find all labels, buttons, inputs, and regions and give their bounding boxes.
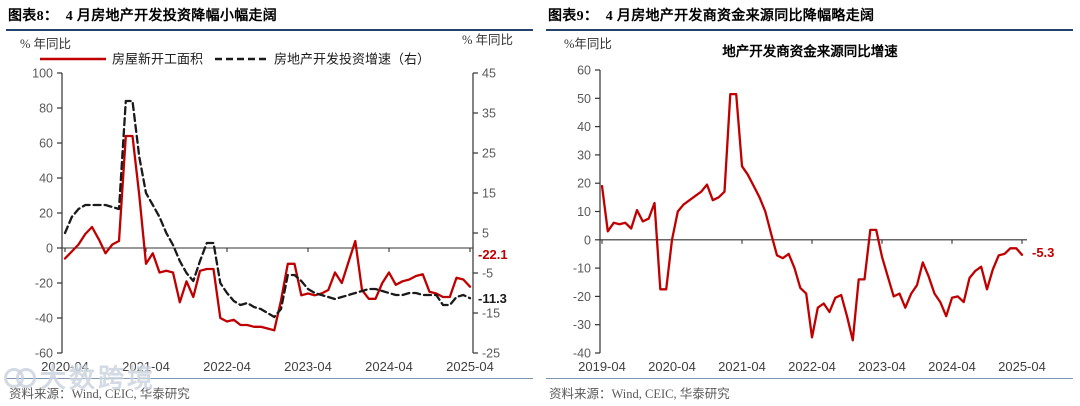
left-y-tick-label: -60 (35, 347, 53, 361)
x-tick-label: 2025-04 (446, 359, 494, 374)
left-y-tick-label: 10 (577, 205, 591, 219)
figure-8-title-rule (6, 29, 533, 31)
data-label-housing-starts-line: -22.1 (478, 247, 508, 262)
legend-label-housing-starts-line: 房屋新开工面积 (112, 52, 203, 67)
x-tick-label: 2023-04 (284, 359, 332, 374)
x-tick-label: 2021-04 (718, 359, 766, 374)
data-label-funding-sources-line: -5.3 (1032, 245, 1054, 260)
right-y-tick-label: -5 (482, 267, 493, 281)
figure-9-title-rule (546, 29, 1073, 31)
left-y-tick-label: -20 (573, 290, 591, 304)
left-y-tick-label: 80 (39, 102, 53, 116)
right-y-tick-label: -25 (482, 347, 500, 361)
right-y-tick-label: 5 (482, 227, 489, 241)
left-y-tick-label: 40 (577, 120, 591, 134)
left-y-tick-label: 20 (577, 177, 591, 191)
data-label-dev-investment-line: -11.3 (478, 291, 507, 306)
left-y-tick-label: 60 (39, 137, 53, 151)
left-y-tick-label: 60 (577, 64, 591, 78)
left-y-tick-label: -20 (35, 277, 53, 291)
right-y-tick-label: 45 (482, 67, 496, 81)
x-tick-label: 2022-04 (788, 359, 836, 374)
left-y-tick-label: 20 (39, 207, 53, 221)
figure-9-title: 图表9： 4 月房地产开发商资金来源同比降幅略走阔 (548, 9, 875, 24)
left-y-tick-label: -40 (573, 347, 591, 361)
x-tick-label: 2025-04 (998, 359, 1046, 374)
left-y-tick-label: 50 (577, 92, 591, 106)
left-y-tick-label: -30 (573, 318, 591, 332)
x-tick-label: 2022-04 (203, 359, 251, 374)
x-tick-label: 2023-04 (858, 359, 906, 374)
x-tick-label: 2019-04 (578, 359, 626, 374)
left-axis-unit-label: %年同比 (564, 37, 612, 51)
left-y-tick-label: 0 (46, 242, 53, 256)
left-axis-unit-label: % 年同比 (20, 37, 71, 51)
figure-8-title: 图表8： 4 月房地产开发投资降幅小幅走阔 (8, 9, 278, 24)
right-y-tick-label: 35 (482, 107, 496, 121)
right-y-tick-label: -15 (482, 307, 500, 321)
left-y-tick-label: 100 (32, 67, 53, 81)
figure-9-source: 资料来源：Wind, CEIC, 华泰研究 (549, 387, 730, 401)
housing-starts-line (63, 134, 472, 332)
dev-investment-line (63, 99, 472, 319)
figure-8-panel: 图表8： 4 月房地产开发投资降幅小幅走阔 % 年同比 % 年同比房屋新开工面积 房… (6, 9, 533, 401)
x-tick-label: 2020-04 (41, 359, 89, 374)
right-y-tick-label: 25 (482, 147, 496, 161)
x-tick-label: 2024-04 (928, 359, 976, 374)
right-y-tick-label: 15 (482, 187, 496, 201)
x-tick-label: 2021-04 (122, 359, 170, 374)
legend-label-dev-investment-line: 房地产开发投资增速（右） (274, 52, 430, 67)
left-y-tick-label: -40 (35, 312, 53, 326)
left-y-tick-label: 0 (584, 233, 591, 247)
figure-8-source-rule (6, 378, 533, 379)
funding-sources-line (600, 92, 1024, 342)
x-tick-label: 2024-04 (365, 359, 413, 374)
left-y-tick-label: 30 (577, 148, 591, 162)
figure-9-source-rule (546, 378, 1073, 379)
left-y-tick-label: -10 (573, 262, 591, 276)
x-tick-label: 2020-04 (648, 359, 696, 374)
developer-funding-chart: %年同比 地产开发商资金来源同比增速 60 50 40 30 20 10 0 -10 -20 -30 -… (564, 37, 1054, 374)
left-y-tick-label: 40 (39, 172, 53, 186)
figure-9-panel: 图表9： 4 月房地产开发商资金来源同比降幅略走阔 %年同比 地产开发商资金来源同… (540, 0, 1080, 406)
right-axis-unit-label: % 年同比 (462, 33, 513, 47)
chart-inner-title: 地产开发商资金来源同比增速 (722, 43, 898, 59)
figure-8-source: 资料来源：Wind, CEIC, 华泰研究 (9, 387, 190, 401)
